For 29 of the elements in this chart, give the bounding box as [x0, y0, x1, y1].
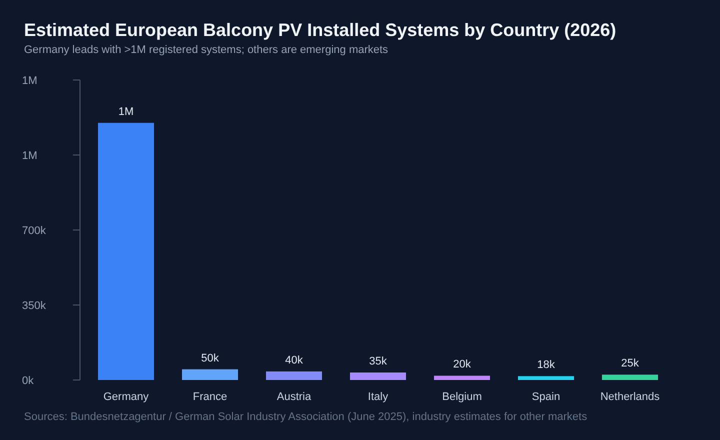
bar — [350, 372, 406, 380]
data-label: 40k — [285, 354, 304, 366]
y-tick-label: 0k — [22, 374, 34, 387]
x-tick-label: Italy — [368, 391, 389, 403]
x-tick-label: Austria — [276, 391, 312, 403]
bar — [602, 374, 658, 380]
bar — [434, 376, 490, 380]
y-tick-label: 700k — [22, 224, 46, 237]
chart-title: Estimated European Balcony PV Installed Systems by Country (2026) — [24, 20, 616, 40]
data-label: 50k — [201, 352, 220, 364]
data-label: 1M — [118, 106, 134, 118]
x-tick-label: Belgium — [442, 391, 482, 403]
data-label: 25k — [621, 358, 640, 370]
bar — [182, 369, 238, 380]
y-tick-label: 1M — [22, 150, 38, 162]
data-label: 35k — [369, 356, 388, 368]
data-label: 20k — [453, 358, 472, 371]
x-tick-label: France — [192, 391, 228, 403]
x-tick-label: Germany — [103, 391, 150, 403]
bar — [98, 122, 154, 380]
bar — [266, 371, 322, 380]
x-tick-label: Spain — [532, 391, 560, 403]
x-tick-label: Netherlands — [600, 391, 660, 403]
data-label: 18k — [537, 359, 556, 372]
bar — [518, 376, 574, 380]
source-note: Sources: Bundesnetzagentur / German Solar Industry Association (June 2025), industry estimates for other markets — [24, 411, 588, 423]
y-tick-label: 350k — [22, 300, 46, 312]
y-tick-label: 1M — [22, 74, 38, 87]
chart-subtitle: Germany leads with >1M registered systems; others are emerging markets — [24, 44, 389, 56]
